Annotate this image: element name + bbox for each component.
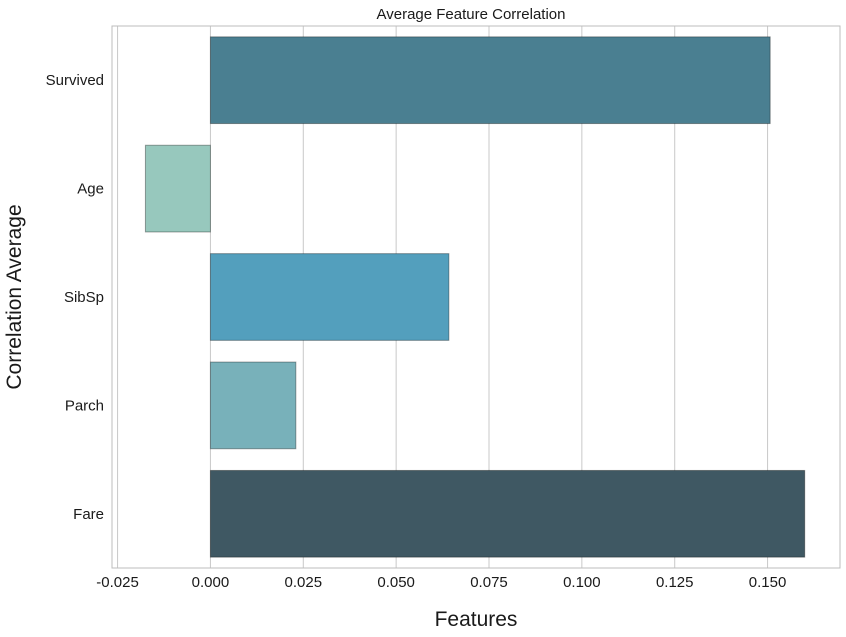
plot-frame xyxy=(111,25,841,569)
x-tick-label: 0.100 xyxy=(563,574,601,591)
x-axis-label: Features xyxy=(435,608,518,631)
x-tick-label: -0.025 xyxy=(96,574,139,591)
y-axis-label: Correlation Average xyxy=(3,204,26,389)
bar-sibsp xyxy=(209,253,450,341)
y-tick-label: Survived xyxy=(46,72,104,89)
x-tick-label: 0.025 xyxy=(285,574,323,591)
x-tick-label: 0.125 xyxy=(656,574,694,591)
x-tick-label: 0.000 xyxy=(192,574,230,591)
y-tick-label: Fare xyxy=(73,506,104,523)
y-tick-labels: Survived Age SibSp Parch Fare xyxy=(46,72,104,523)
y-tick-label: Parch xyxy=(65,397,104,414)
y-tick-label: SibSp xyxy=(64,289,104,306)
y-tick-label: Age xyxy=(77,181,104,198)
bars xyxy=(144,36,806,558)
chart-title: Average Feature Correlation xyxy=(377,6,566,23)
x-tick-label: 0.075 xyxy=(470,574,508,591)
x-tick-label: 0.050 xyxy=(377,574,415,591)
x-tick-label: 0.150 xyxy=(749,574,787,591)
bar-parch xyxy=(209,361,297,450)
bar-fare xyxy=(209,469,806,558)
bar-survived xyxy=(209,36,771,125)
bar-age xyxy=(144,144,211,233)
x-tick-labels: -0.025 0.000 0.025 0.050 0.075 0.100 0.125 0.15… xyxy=(96,574,786,591)
